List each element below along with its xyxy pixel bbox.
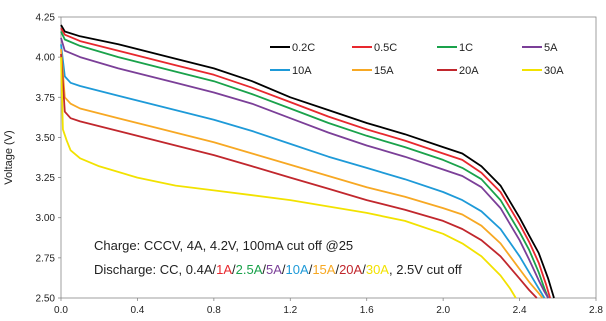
legend-label: 0.5C [374, 42, 397, 54]
discharge-part: / [262, 262, 266, 277]
axes: 0.0 0.4 0.8 1.2 1.6 2.0 2.4 2.8 2.50 2.75 3.00 3.25… [3, 13, 603, 317]
x-tick-label: 0.4 [130, 305, 144, 316]
series-line-1C [60, 31, 550, 299]
discharge-part: / [309, 262, 313, 277]
y-tick-label: 3.50 [36, 133, 56, 144]
series-line-5A [60, 37, 549, 299]
y-tick-label: 3.00 [36, 213, 56, 224]
y-tick-label: 2.50 [36, 294, 56, 305]
legend-label: 30A [544, 65, 564, 77]
x-tick-label: 2.8 [589, 305, 603, 316]
x-tick-label: 1.2 [283, 305, 297, 316]
x-tick-label: 1.6 [360, 305, 374, 316]
discharge-part: / [362, 262, 366, 277]
legend-label: 5A [544, 42, 558, 54]
discharge-part: , 2.5V cut off [389, 262, 462, 277]
discharge-part: 1A [216, 262, 232, 277]
legend-label: 20A [459, 65, 479, 77]
charge-annotation: Charge: CCCV, 4A, 4.2V, 100mA cut off @2… [94, 238, 353, 253]
series-line-0.2C [60, 24, 555, 299]
discharge-part: 20A [339, 262, 362, 277]
series-line-20A [60, 53, 538, 299]
plot-frame [60, 16, 597, 299]
legend: 0.2C 0.5C 1C 5A 10A 15A 20A 30A [270, 42, 564, 77]
y-tick-label: 4.00 [36, 53, 56, 64]
discharge-part: 30A [366, 262, 389, 277]
discharge-part: / [232, 262, 236, 277]
legend-label: 10A [292, 65, 312, 77]
y-tick-label: 3.25 [36, 173, 56, 184]
legend-label: 0.2C [292, 42, 315, 54]
x-tick-label: 0.0 [54, 305, 68, 316]
series-line-15A [60, 49, 544, 299]
discharge-part: 2.5A [236, 262, 263, 277]
legend-label: 15A [374, 65, 394, 77]
y-axis-label: Voltage (V) [3, 130, 15, 184]
discharge-annotation: Discharge: CC, 0.4A/1A/2.5A/5A/10A/15A/2… [94, 262, 462, 277]
y-tick-label: 3.75 [36, 93, 56, 104]
y-tick-label: 4.25 [36, 13, 56, 24]
annotations: Charge: CCCV, 4A, 4.2V, 100mA cut off @2… [94, 238, 462, 277]
x-tick-label: 0.8 [207, 305, 221, 316]
series-layer [60, 24, 555, 299]
discharge-part: / [282, 262, 286, 277]
series-line-0.5C [60, 27, 551, 299]
x-tick-label: 2.0 [436, 305, 450, 316]
y-tick-label: 2.75 [36, 253, 56, 264]
discharge-part: 10A [286, 262, 309, 277]
discharge-prefix: Discharge: CC, 0.4A/ [94, 262, 216, 277]
series-line-10A [60, 44, 546, 299]
discharge-part: 15A [312, 262, 335, 277]
discharge-part: / [335, 262, 339, 277]
series-line-30A [60, 57, 517, 299]
x-tick-label: 2.4 [513, 305, 527, 316]
discharge-part: 5A [266, 262, 282, 277]
legend-label: 1C [459, 42, 473, 54]
